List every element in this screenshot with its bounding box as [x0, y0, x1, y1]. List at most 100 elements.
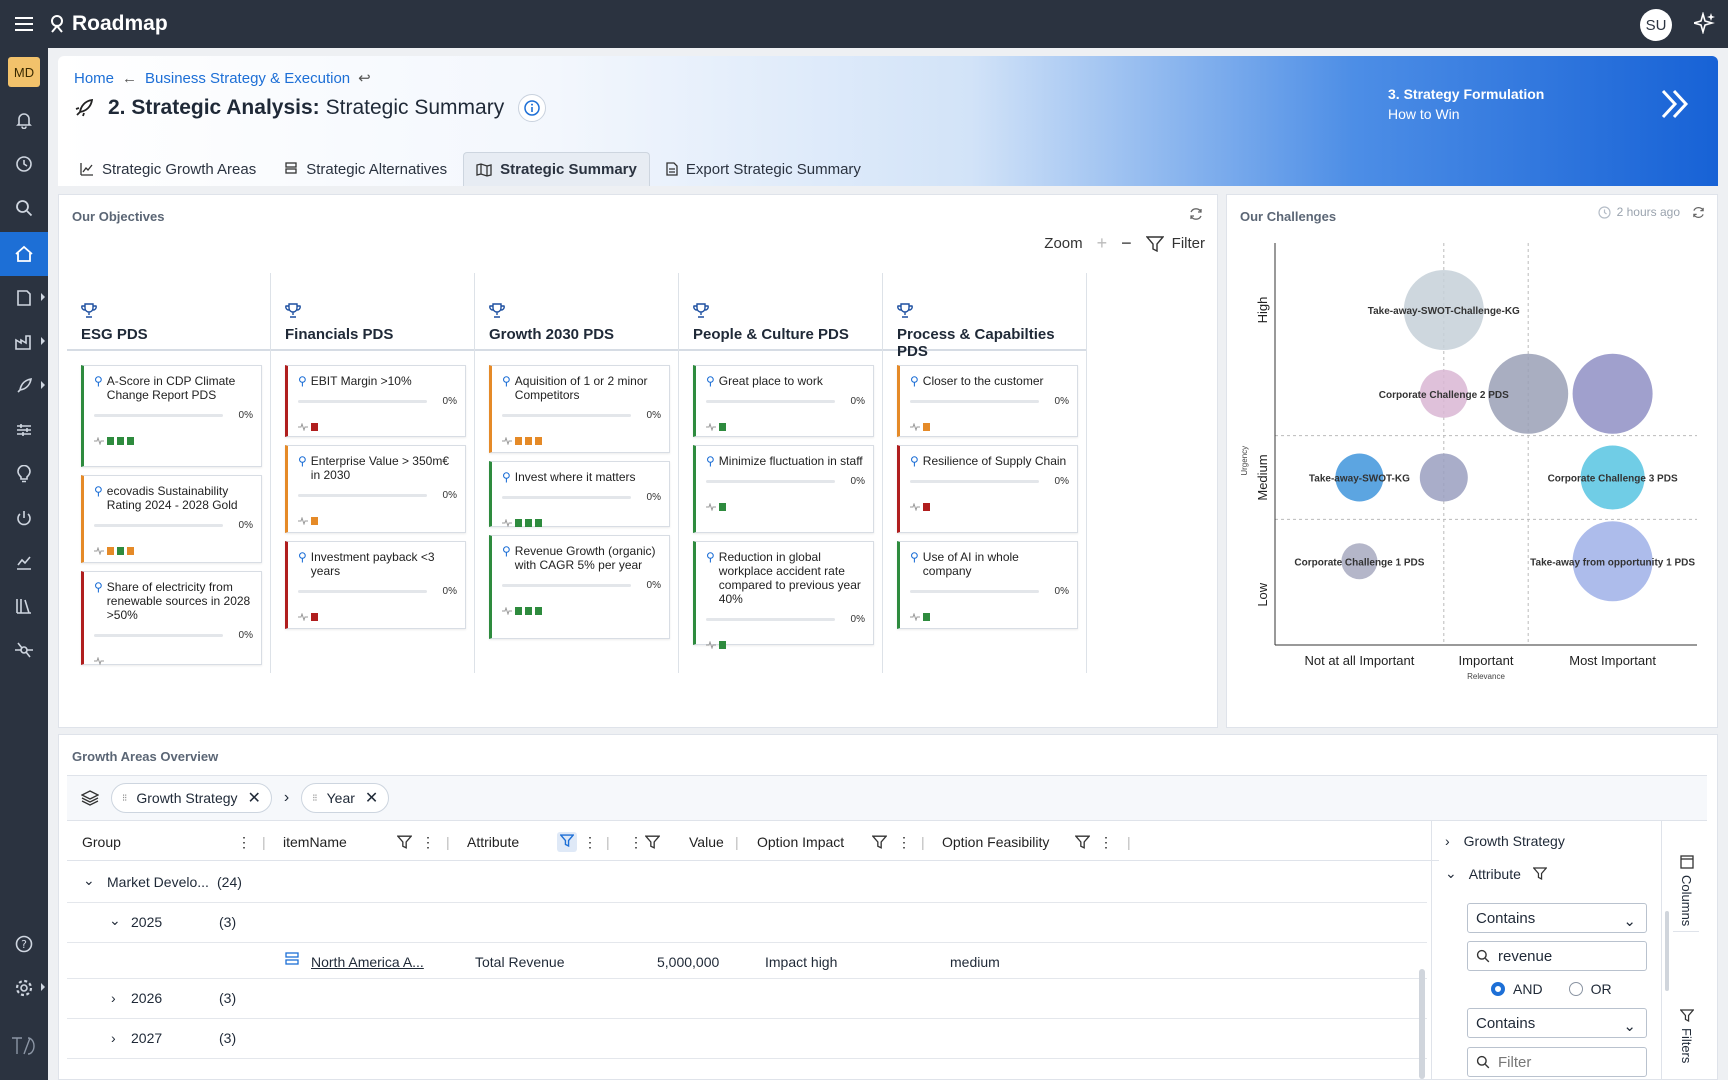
column-filter-icon[interactable] — [872, 823, 887, 861]
zoom-in-button[interactable]: + — [1096, 233, 1108, 253]
chevron-right-icon[interactable]: › — [111, 1030, 116, 1046]
column-header-group[interactable]: Group — [82, 823, 121, 861]
home-icon[interactable] — [0, 232, 48, 276]
double-chevron-right-icon[interactable] — [1660, 88, 1690, 120]
column-resize-handle[interactable]: | — [262, 834, 266, 850]
column-resize-handle[interactable]: | — [921, 834, 925, 850]
history-icon[interactable] — [0, 142, 48, 186]
side-scrollbar[interactable] — [1665, 911, 1669, 991]
column-header-itemname[interactable]: itemName — [283, 823, 347, 861]
objective-card[interactable]: ⚲ Investment payback <3 years 0% — [285, 541, 466, 629]
column-header-value[interactable]: Value — [689, 823, 724, 861]
tab-strategic-alternatives[interactable]: Strategic Alternatives — [272, 152, 459, 186]
remove-chip-icon[interactable]: ✕ — [364, 790, 379, 807]
filter-search-input-2[interactable]: Filter — [1467, 1047, 1647, 1077]
column-resize-handle[interactable]: | — [606, 834, 610, 850]
column-filter-icon[interactable] — [645, 823, 660, 861]
objective-card[interactable]: ⚲ Minimize fluctuation in staff 0% — [693, 445, 874, 533]
objective-card[interactable]: ⚲ ecovadis Sustainability Rating 2024 - 2… — [81, 475, 262, 563]
year-row[interactable]: › 2027 (3) — [67, 1019, 1427, 1059]
rocket-icon[interactable] — [0, 364, 48, 408]
objective-card[interactable]: ⚲ Reduction in global workplace accident … — [693, 541, 874, 649]
layers-icon[interactable] — [81, 790, 99, 806]
year-row[interactable]: ⌄ 2025 (3) — [67, 903, 1427, 943]
objective-card[interactable]: ⚲ A-Score in CDP Climate Change Report PD… — [81, 365, 262, 467]
hamburger-menu-icon[interactable] — [0, 0, 48, 48]
factory-icon[interactable] — [0, 320, 48, 364]
notifications-bell-icon[interactable] — [0, 98, 48, 142]
zoom-out-button[interactable]: − — [1121, 233, 1132, 253]
tab-strategic-growth-areas[interactable]: Strategic Growth Areas — [68, 152, 268, 186]
power-icon[interactable] — [0, 496, 48, 540]
ai-sparkle-icon[interactable] — [1694, 12, 1716, 34]
item-name-link[interactable]: North America A... — [311, 954, 424, 970]
next-step[interactable]: 3. Strategy Formulation How to Win — [1388, 86, 1544, 122]
table-row[interactable]: North America A... Total Revenue 5,000,0… — [67, 943, 1427, 979]
column-resize-handle[interactable]: | — [446, 834, 450, 850]
objective-card[interactable]: ⚲ Great place to work 0% — [693, 365, 874, 437]
filter-group-growth-strategy[interactable]: › Growth Strategy — [1445, 833, 1565, 849]
chevron-down-icon[interactable]: ⌄ — [83, 872, 95, 888]
filter-button[interactable]: Filter — [1145, 235, 1205, 252]
search-icon[interactable] — [0, 186, 48, 230]
year-row[interactable]: › 2026 (3) — [67, 979, 1427, 1019]
objective-card[interactable]: ⚲ Enterprise Value > 350m€ in 2030 0% — [285, 445, 466, 533]
column-filter-active-icon[interactable] — [557, 823, 577, 861]
workspace-badge[interactable]: MD — [8, 57, 40, 87]
chevron-right-icon[interactable]: › — [111, 990, 116, 1006]
lightbulb-icon[interactable] — [0, 452, 48, 496]
objective-card[interactable]: ⚲ Aquisition of 1 or 2 minor Competitors 0… — [489, 365, 670, 453]
column-resize-handle[interactable]: | — [735, 834, 739, 850]
remove-chip-icon[interactable]: ✕ — [247, 790, 261, 807]
column-menu-icon[interactable]: ⋮ — [237, 833, 251, 850]
column-menu-icon[interactable]: ⋮ — [421, 833, 435, 850]
settings-gear-icon[interactable] — [0, 966, 48, 1010]
column-filter-icon[interactable] — [397, 823, 412, 861]
column-menu-icon[interactable]: ⋮ — [629, 833, 643, 850]
network-icon[interactable] — [0, 628, 48, 672]
column-menu-icon[interactable]: ⋮ — [1099, 833, 1113, 850]
drag-handle-icon[interactable]: ⁝⁝ — [122, 792, 127, 804]
sliders-icon[interactable] — [0, 408, 48, 452]
refresh-icon[interactable] — [1692, 206, 1705, 219]
filters-tool-tab[interactable]: Filters — [1679, 1009, 1694, 1063]
column-header-option-impact[interactable]: Option Impact — [757, 823, 844, 861]
group-row[interactable]: ⌄ Market Develo... (24) — [67, 863, 1427, 903]
tab-strategic-summary[interactable]: Strategic Summary — [463, 152, 650, 186]
objective-card[interactable]: ⚲ Invest where it matters 0% — [489, 461, 670, 527]
info-icon[interactable] — [518, 94, 547, 122]
filter-operator-select-1[interactable]: Contains ⌄ — [1467, 903, 1647, 933]
filter-operator-select-2[interactable]: Contains ⌄ — [1467, 1008, 1647, 1038]
chevron-down-icon[interactable]: ⌄ — [109, 912, 121, 928]
breadcrumb-home-link[interactable]: Home — [74, 69, 115, 87]
and-radio[interactable] — [1491, 982, 1505, 996]
vertical-scrollbar[interactable] — [1419, 969, 1425, 1079]
document-icon[interactable] — [0, 276, 48, 320]
objective-card[interactable]: ⚲ Closer to the customer 0% — [897, 365, 1078, 437]
columns-tool-tab[interactable]: Columns — [1679, 855, 1694, 926]
filter-search-input-1[interactable]: revenue — [1467, 941, 1647, 971]
objective-card[interactable]: ⚲ Share of electricity from renewable sou… — [81, 571, 262, 665]
column-menu-icon[interactable]: ⋮ — [897, 833, 911, 850]
library-icon[interactable] — [0, 584, 48, 628]
tab-export-strategic-summary[interactable]: Export Strategic Summary — [654, 152, 873, 186]
objective-card[interactable]: ⚲ Resilience of Supply Chain 0% — [897, 445, 1078, 533]
return-arrow-icon[interactable]: ↩ — [358, 70, 371, 87]
column-resize-handle[interactable]: | — [1127, 834, 1131, 850]
breadcrumb-parent-link[interactable]: Business Strategy & Execution — [145, 69, 351, 87]
drag-handle-icon[interactable]: ⁝⁝ — [312, 792, 317, 804]
help-icon[interactable]: ? — [0, 922, 48, 966]
column-filter-icon[interactable] — [1075, 823, 1090, 861]
objective-card[interactable]: ⚲ Revenue Growth (organic) with CAGR 5% p… — [489, 535, 670, 639]
column-menu-icon[interactable]: ⋮ — [583, 833, 597, 850]
user-avatar[interactable]: SU — [1640, 9, 1672, 41]
filter-group-attribute[interactable]: ⌄ Attribute — [1445, 865, 1547, 882]
refresh-icon[interactable] — [1189, 207, 1203, 221]
or-radio[interactable] — [1568, 982, 1583, 996]
objective-card[interactable]: ⚲ EBIT Margin >10% 0% — [285, 365, 466, 437]
column-header-attribute[interactable]: Attribute — [467, 823, 519, 861]
column-header-option-feasibility[interactable]: Option Feasibility — [942, 823, 1049, 861]
analytics-chart-icon[interactable] — [0, 540, 48, 584]
group-chip-growth-strategy[interactable]: ⁝⁝ Growth Strategy ✕ — [111, 783, 272, 813]
group-chip-year[interactable]: ⁝⁝ Year ✕ — [301, 783, 390, 813]
